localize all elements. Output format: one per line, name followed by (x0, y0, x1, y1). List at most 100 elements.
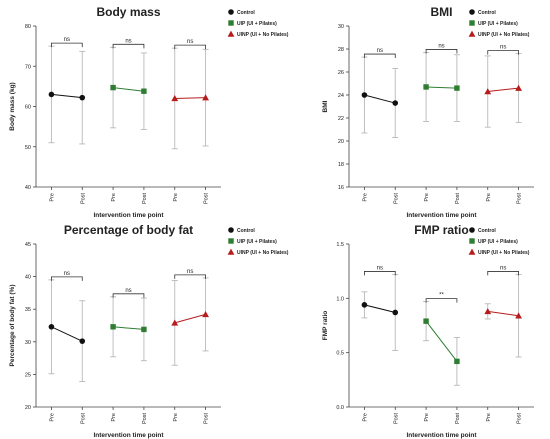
y-tick-label: 45 (25, 242, 31, 248)
series-1 (361, 273, 399, 351)
data-point (392, 100, 399, 106)
legend-marker (228, 227, 234, 233)
significance-label: ns (500, 45, 506, 51)
data-point (171, 95, 179, 102)
significance-bracket: ns (112, 288, 145, 298)
x-tick-label: Post (455, 193, 461, 204)
series-2 (110, 296, 147, 362)
x-tick-label: Pre (362, 413, 368, 422)
x-tick-label: Pre (424, 413, 430, 422)
y-tick-label: 80 (25, 24, 31, 30)
y-axis-label: Percentage of body fat (%) (9, 285, 16, 367)
data-point (454, 85, 460, 91)
x-axis-label: Intervention time point (93, 212, 164, 219)
bracket-line (112, 43, 145, 49)
series-line (364, 94, 396, 104)
series-2 (423, 52, 460, 122)
significance-bracket: ns (487, 45, 519, 55)
y-tick-label: 30 (25, 340, 31, 346)
chart-title: Percentage of body fat (64, 223, 193, 237)
series-3 (171, 47, 209, 150)
legend-marker (468, 248, 476, 255)
significance-label: ns (187, 269, 193, 275)
y-tick-label: 1.5 (336, 242, 344, 248)
series-2 (110, 46, 147, 130)
x-tick-label: Pre (424, 193, 430, 202)
legend-marker (469, 227, 475, 233)
x-tick-label: Post (517, 193, 523, 204)
data-point (423, 84, 429, 90)
x-tick-label: Pre (173, 413, 179, 422)
y-tick-label: 18 (338, 162, 344, 168)
chart-title: BMI (431, 5, 453, 19)
series-1 (48, 45, 86, 145)
x-tick-label: Pre (486, 193, 492, 202)
significance-bracket: ns (51, 37, 83, 48)
significance-label: ns (64, 37, 70, 43)
series-3 (484, 273, 522, 358)
significance-bracket: ns (364, 265, 396, 276)
x-axis-label: Intervention time point (93, 432, 164, 439)
significance-label: ns (377, 48, 383, 54)
significance-label: ns (438, 43, 444, 49)
legend: Control UIP (UI + Pilates) UINP (UI + No P… (227, 227, 289, 256)
legend: Control UIP (UI + Pilates) UINP (UI + No P… (468, 9, 530, 38)
bracket-line (51, 42, 83, 48)
series-line (426, 86, 457, 89)
x-tick-label: Post (455, 413, 461, 424)
chart-panel-2: BMI 16 18 20 22 24 26 28 30 Pre Post Pre Post Pre Post… (322, 5, 534, 219)
legend-label: UIP (UI + Pilates) (478, 239, 518, 245)
legend-label: UINP (UI + No Pilates) (237, 32, 289, 38)
data-point (515, 312, 522, 319)
x-tick-label: Post (204, 413, 210, 424)
y-tick-label: 40 (25, 185, 31, 191)
bracket-line (364, 53, 396, 59)
data-point (171, 319, 179, 326)
series-1 (48, 279, 86, 383)
x-tick-label: Pre (362, 193, 368, 202)
x-tick-label: Pre (111, 193, 117, 202)
series-2 (423, 301, 460, 386)
y-tick-label: 25 (25, 372, 31, 378)
legend-label: UIP (UI + Pilates) (237, 21, 277, 27)
series-line (174, 97, 206, 99)
legend-label: Control (237, 10, 255, 16)
significance-bracket: ns (112, 38, 145, 49)
x-tick-label: Post (517, 413, 523, 424)
x-tick-label: Post (80, 413, 86, 424)
y-tick-label: 30 (338, 24, 344, 30)
legend-label: UIP (UI + Pilates) (237, 239, 277, 245)
legend-marker (469, 9, 475, 15)
significance-bracket: ns (174, 39, 206, 50)
y-axis-label: Body mass (kg) (9, 82, 16, 130)
data-point (515, 84, 522, 91)
x-tick-label: Pre (49, 193, 55, 202)
legend-label: UINP (UI + No Pilates) (478, 250, 530, 256)
significance-label: ns (125, 38, 131, 44)
y-tick-label: 70 (25, 64, 31, 70)
data-point (48, 324, 55, 330)
x-tick-label: Pre (173, 193, 179, 202)
series-3 (484, 53, 522, 128)
bracket-line (425, 298, 458, 303)
x-tick-label: Pre (486, 413, 492, 422)
legend-label: Control (478, 10, 496, 16)
y-tick-label: 50 (25, 145, 31, 151)
data-point (361, 302, 368, 308)
significance-bracket: ns (364, 48, 396, 59)
bracket-line (51, 276, 83, 281)
bracket-line (425, 49, 458, 54)
legend-label: Control (237, 228, 255, 234)
legend-marker (228, 20, 234, 26)
bracket-line (174, 274, 206, 279)
y-tick-label: 40 (25, 275, 31, 281)
y-tick-label: 60 (25, 105, 31, 111)
series-line (174, 313, 206, 324)
y-tick-label: 1.0 (336, 296, 344, 302)
series-line (113, 87, 144, 92)
y-tick-label: 20 (25, 405, 31, 411)
legend-marker (228, 9, 234, 15)
bracket-line (364, 271, 396, 276)
legend-label: UIP (UI + Pilates) (478, 21, 518, 27)
y-axis-label: FMP ratio (322, 311, 329, 341)
